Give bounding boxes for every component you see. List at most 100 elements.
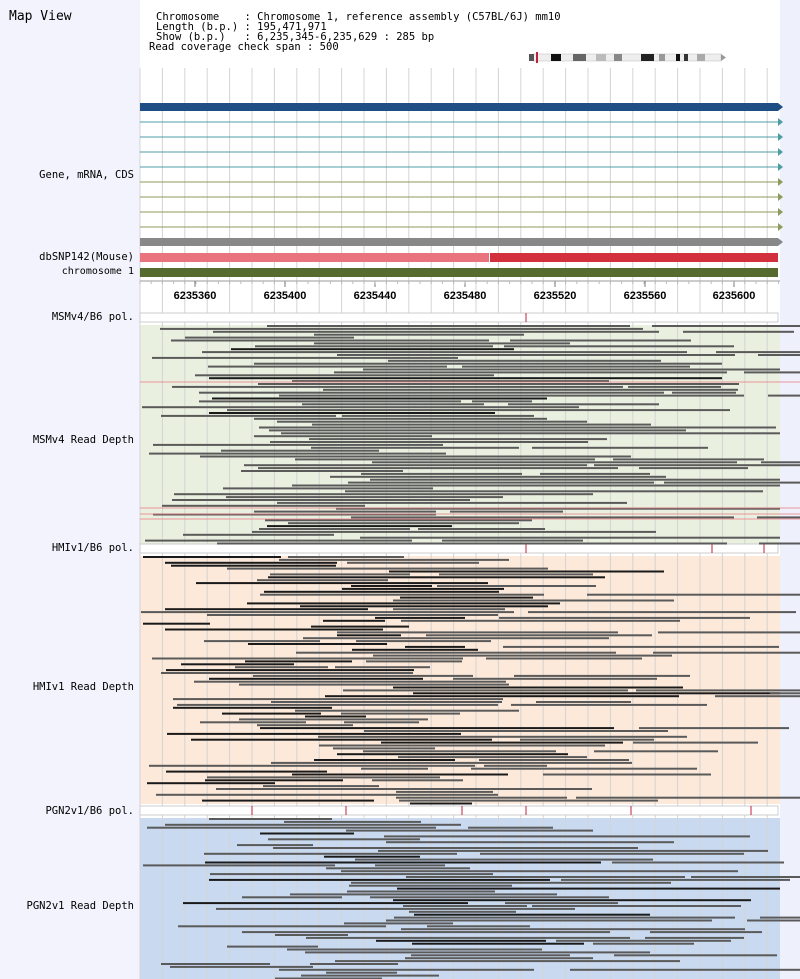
gene-track[interactable] <box>140 103 783 246</box>
read-segment <box>212 397 547 400</box>
read-segment <box>292 380 609 383</box>
read-segment <box>235 666 328 669</box>
read-segment <box>505 902 618 905</box>
read-segment <box>255 345 493 348</box>
read-segment <box>330 475 666 478</box>
read-segment <box>486 657 642 660</box>
read-segment <box>152 657 463 660</box>
read-segment <box>178 925 386 928</box>
read-segment <box>759 542 800 545</box>
read-segment <box>310 963 398 965</box>
read-segment <box>344 922 453 925</box>
read-segment <box>570 968 800 971</box>
read-segment <box>165 561 337 564</box>
read-segment <box>165 628 383 631</box>
read-segment <box>361 767 428 770</box>
read-segment <box>254 362 722 365</box>
pgn-pol-track[interactable] <box>139 805 779 816</box>
read-segment <box>213 330 659 333</box>
read-segment <box>264 590 499 593</box>
read-segment <box>227 409 730 412</box>
read-segment <box>593 942 694 945</box>
read-segment <box>279 394 744 397</box>
read-segment <box>259 426 776 429</box>
read-segment <box>273 847 638 849</box>
read-segment <box>241 470 403 472</box>
track-label-gene: Gene, mRNA, CDS <box>39 169 134 181</box>
read-segment <box>208 365 447 368</box>
read-segment <box>259 528 410 530</box>
read-segment <box>252 530 656 533</box>
read-segment <box>413 692 780 695</box>
read-segment <box>177 703 498 706</box>
read-segment <box>633 741 758 744</box>
read-segment <box>260 832 354 835</box>
track-label-pgn-pol: PGN2v1/B6 pol. <box>45 805 134 817</box>
info-coverage-span: Read coverage check span : 500 <box>149 41 339 53</box>
read-segment <box>372 779 463 782</box>
read-segment <box>221 449 379 452</box>
read-segment <box>389 570 664 573</box>
read-segment <box>378 849 768 852</box>
read-segment <box>645 936 744 939</box>
read-segment <box>323 388 738 391</box>
read-segment <box>181 663 294 666</box>
read-segment <box>373 654 672 657</box>
read-segment <box>217 542 727 545</box>
read-segment <box>325 695 679 698</box>
read-segment <box>361 472 522 475</box>
read-segment <box>288 556 404 558</box>
read-segment <box>145 539 412 542</box>
read-segment <box>319 744 605 747</box>
chromosome-ideogram[interactable] <box>529 52 726 63</box>
pgn-reads <box>143 818 800 979</box>
read-segment <box>275 934 348 936</box>
read-segment <box>173 706 332 709</box>
dbsnp-track[interactable] <box>140 253 778 262</box>
read-segment <box>185 336 354 339</box>
read-segment <box>295 709 519 712</box>
read-segment <box>335 666 430 669</box>
track-label-hmi-depth: HMIv1 Read Depth <box>32 681 134 693</box>
read-segment <box>314 342 570 345</box>
read-segment <box>287 948 542 951</box>
read-segment <box>270 441 588 443</box>
read-segment <box>761 461 800 464</box>
read-segment <box>384 835 750 838</box>
info-length: Length (b.p.) : 195,471,971 <box>156 21 327 33</box>
read-segment <box>318 735 687 738</box>
read-segment <box>664 481 800 484</box>
read-segment <box>426 634 652 637</box>
read-segment <box>337 631 618 634</box>
hmi-pol-track[interactable] <box>139 543 779 554</box>
read-segment <box>323 619 385 622</box>
read-segment <box>628 385 721 388</box>
msm-pol-track[interactable] <box>139 312 779 323</box>
read-segment <box>370 896 609 899</box>
read-segment <box>342 587 504 590</box>
read-segment <box>161 414 336 417</box>
read-segment <box>161 963 270 965</box>
read-segment <box>209 412 495 414</box>
read-segment <box>260 593 544 596</box>
read-segment <box>453 677 657 680</box>
read-segment <box>528 611 796 614</box>
read-segment <box>263 785 379 788</box>
read-segment <box>216 907 575 910</box>
read-segment <box>191 738 492 741</box>
read-segment <box>484 764 547 767</box>
read-segment <box>691 876 800 878</box>
read-segment <box>279 968 534 971</box>
read-segment <box>758 354 800 356</box>
read-segment <box>167 732 461 735</box>
chromosome-bar[interactable] <box>140 268 778 277</box>
read-segment <box>311 625 409 628</box>
read-segment <box>612 861 784 864</box>
read-segment <box>147 826 436 829</box>
read-segment <box>540 472 650 475</box>
read-segment <box>161 672 413 674</box>
read-segment <box>363 368 780 371</box>
snp-bar-light <box>140 253 489 262</box>
read-segment <box>311 446 519 449</box>
read-segment <box>760 916 800 919</box>
